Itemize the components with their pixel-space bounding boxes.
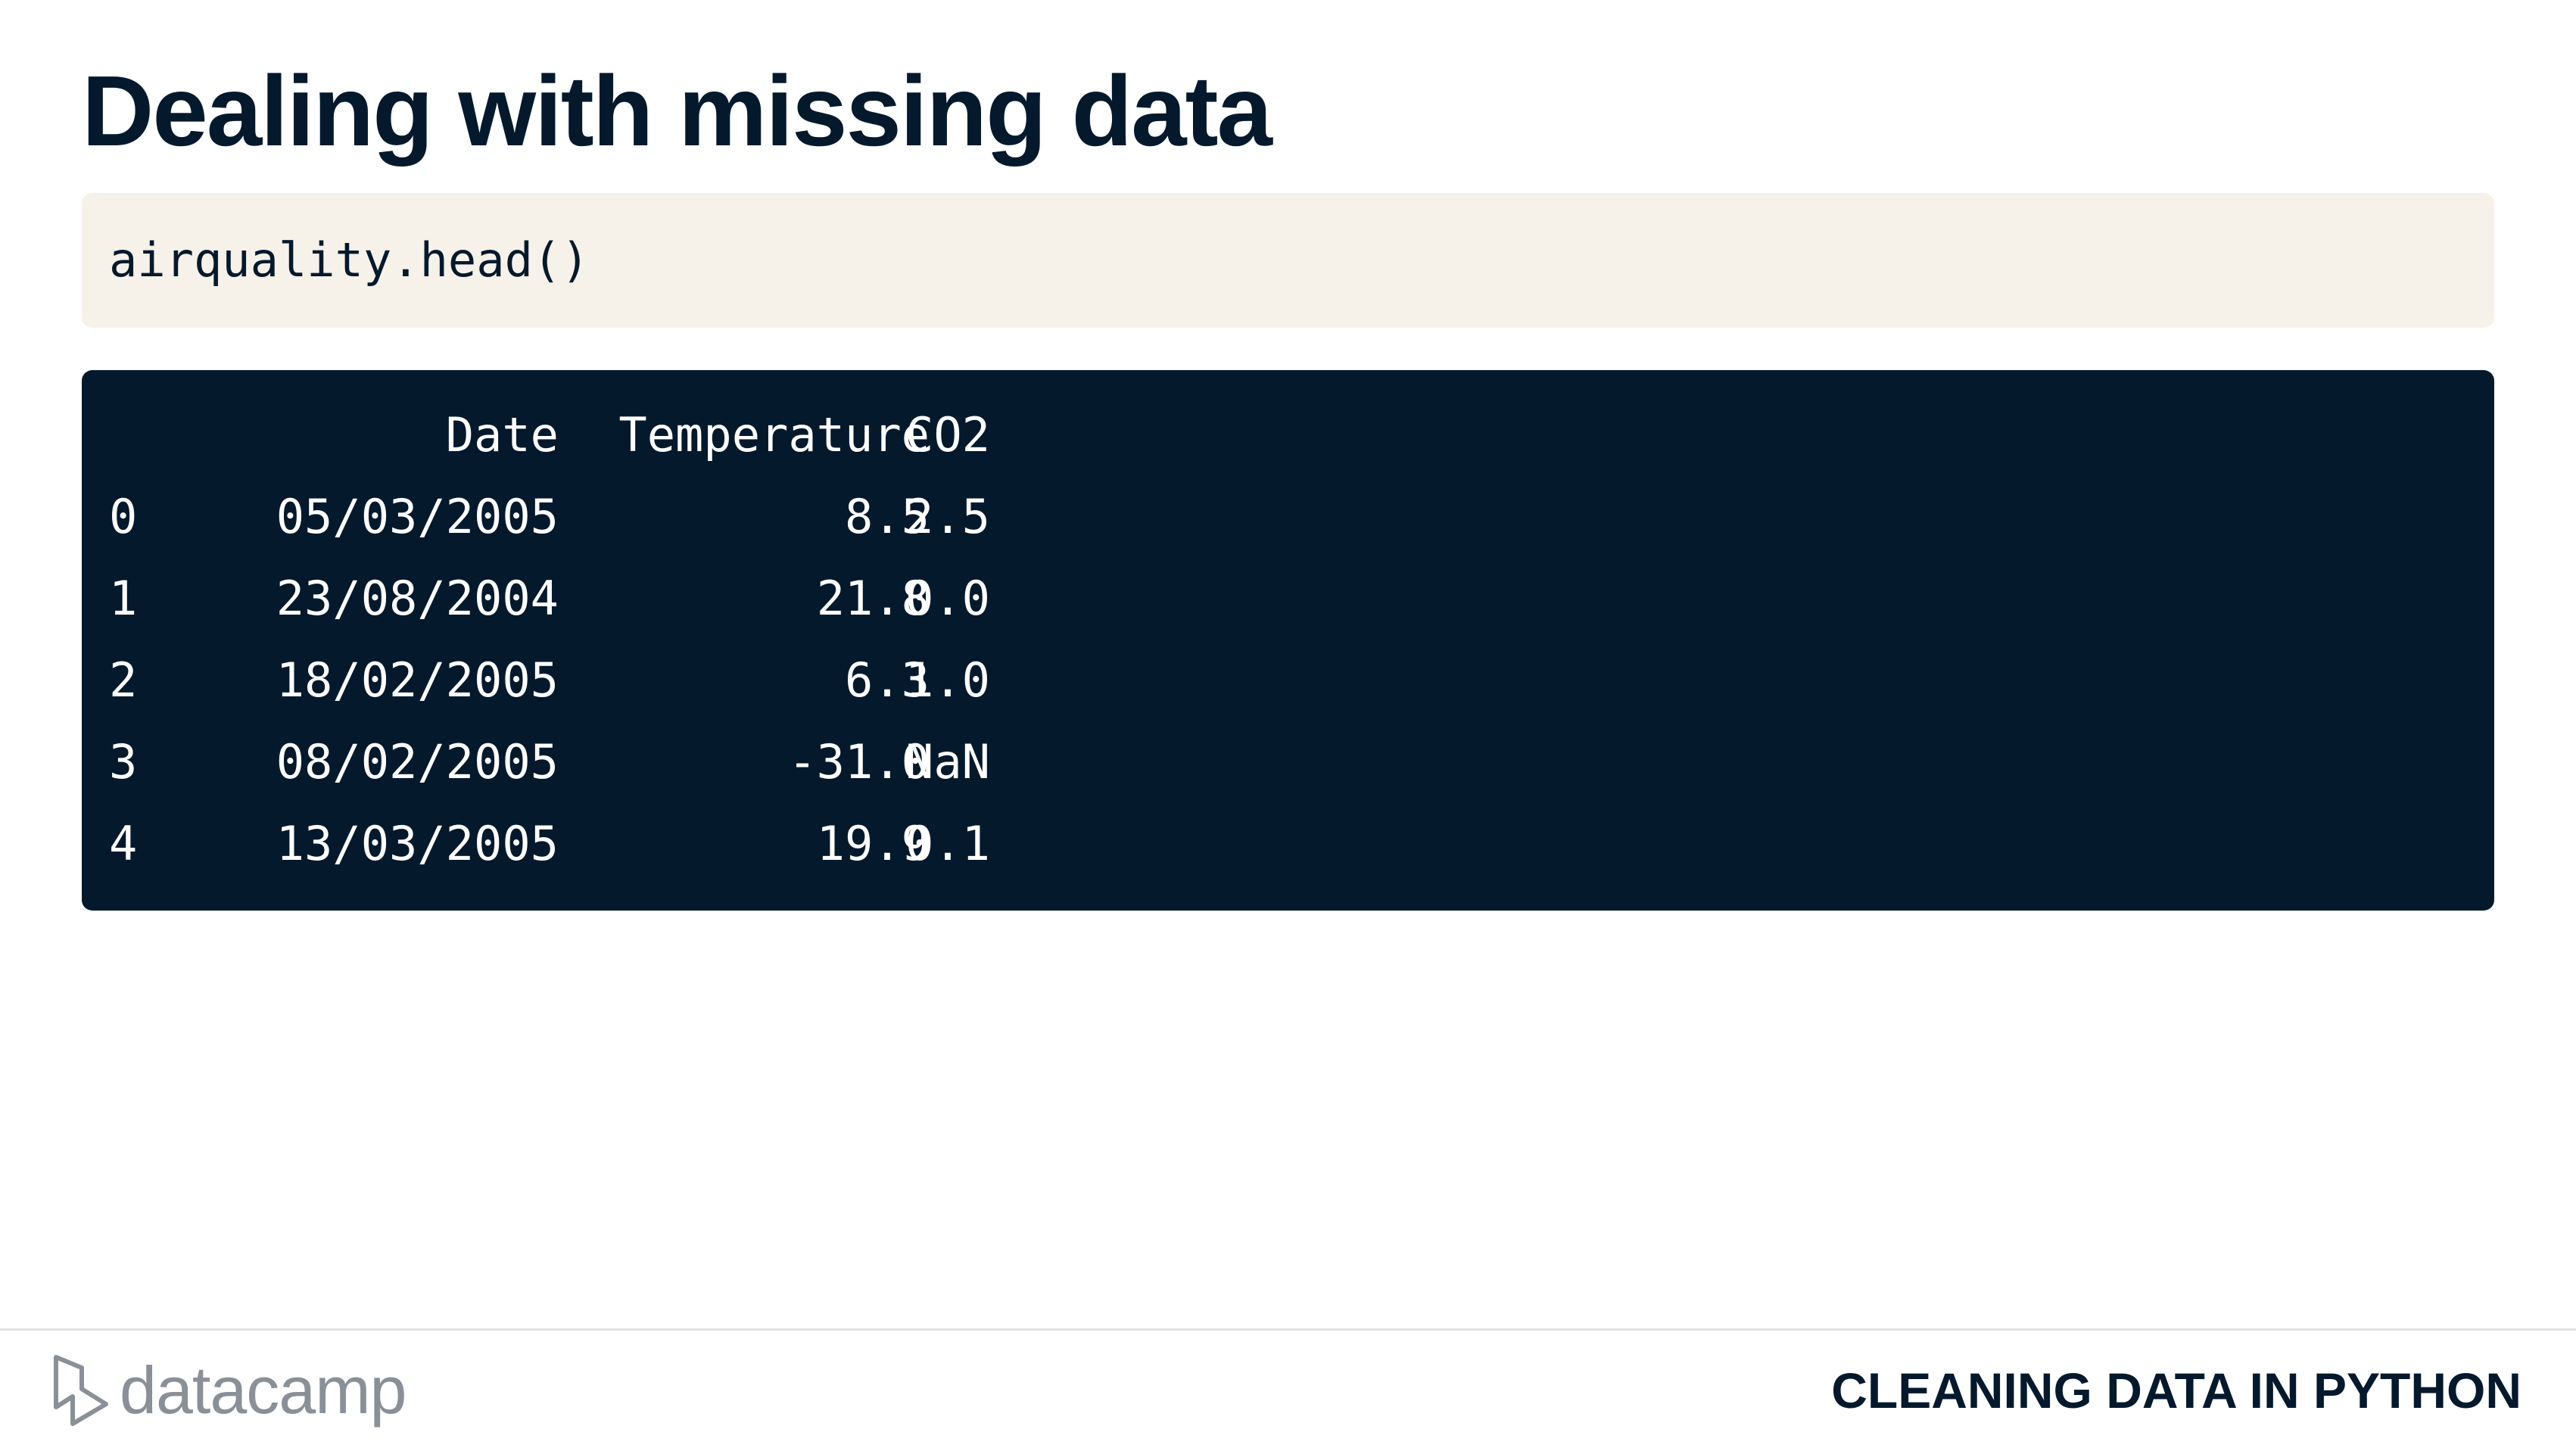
row-index: 0 [109,489,138,544]
table-row: 4 13/03/2005 19.9 0.1 [82,803,2494,885]
column-header-date: Date [445,407,559,462]
cell-temperature: 8.5 [845,489,930,544]
datacamp-logo: datacamp [51,1349,406,1432]
row-index: 2 [109,652,138,708]
code-block: airquality.head() [82,193,2494,328]
output-block: Date Temperature CO2 0 05/03/2005 8.5 2.… [82,370,2494,911]
column-header-co2: CO2 [905,407,990,462]
footer-divider [0,1328,2576,1331]
column-header-temperature: Temperature [618,407,930,462]
cell-co2: 1.0 [905,652,990,708]
cell-date: 13/03/2005 [276,816,559,871]
cell-temperature: 6.3 [845,652,930,708]
table-row: 0 05/03/2005 8.5 2.5 [82,476,2494,558]
slide-title: Dealing with missing data [82,55,1272,167]
cell-temperature: 21.8 [816,571,930,626]
cell-co2: 0.1 [905,816,990,871]
row-index: 1 [109,571,138,626]
cell-co2: 0.0 [905,571,990,626]
brand-name: datacamp [120,1353,406,1428]
cell-co2: NaN [905,734,990,789]
cell-date: 05/03/2005 [276,489,559,544]
cell-temperature: -31.0 [788,734,930,789]
code-text: airquality.head() [109,232,590,288]
cell-co2: 2.5 [905,489,990,544]
cell-date: 08/02/2005 [276,734,559,789]
table-row: 2 18/02/2005 6.3 1.0 [82,640,2494,721]
datacamp-logo-icon [54,1355,108,1426]
row-index: 3 [109,734,138,789]
row-index: 4 [109,816,138,871]
cell-temperature: 19.9 [816,816,930,871]
course-name: CLEANING DATA IN PYTHON [1831,1362,2521,1418]
cell-date: 18/02/2005 [276,652,559,708]
cell-date: 23/08/2004 [276,571,559,626]
output-header-row: Date Temperature CO2 [82,394,2494,476]
table-row: 1 23/08/2004 21.8 0.0 [82,558,2494,640]
table-row: 3 08/02/2005 -31.0 NaN [82,721,2494,803]
